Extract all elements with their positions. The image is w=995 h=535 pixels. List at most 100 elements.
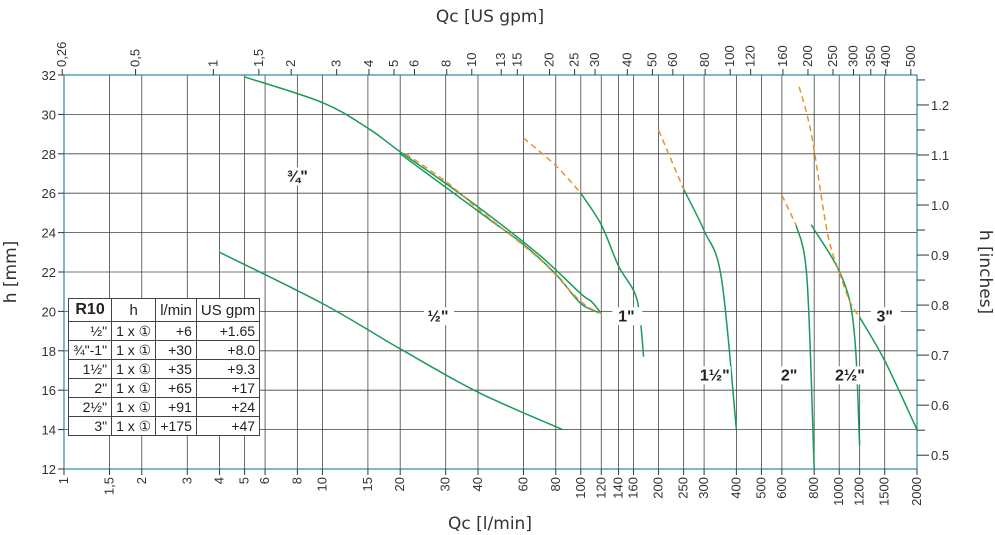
series-curve — [244, 76, 602, 314]
top-tick-label: 80 — [697, 53, 712, 67]
curve-label-bg — [870, 307, 901, 326]
bottom-tick-label: 80 — [548, 477, 563, 491]
bottom-tick-label: 300 — [696, 477, 711, 499]
bottom-tick-label: 600 — [774, 477, 789, 499]
top-tick-label: 300 — [845, 45, 860, 67]
bottom-tick-label: 30 — [438, 477, 453, 491]
top-tick-label: 2 — [283, 60, 298, 67]
curve-label: ½" — [427, 308, 448, 325]
curve-label-bg — [423, 307, 454, 326]
table-cell: 1 x ① — [111, 416, 157, 436]
table-cell: 1 x ① — [111, 359, 157, 379]
left-tick-label: 28 — [42, 147, 56, 162]
bottom-tick-label: 6 — [257, 477, 272, 484]
table-row: 3" 1 x ① +175 +47 — [67, 416, 261, 436]
right-tick-label: 1.1 — [931, 148, 949, 163]
top-tick-label: 10 — [464, 53, 479, 67]
top-tick-label: 30 — [587, 53, 602, 67]
right-tick-label: 0.7 — [931, 348, 949, 363]
series-curve — [682, 188, 738, 430]
top-tick-label: 4 — [361, 60, 376, 67]
curve-label: 3" — [876, 308, 892, 325]
table-cell: +175 — [155, 416, 197, 436]
curve-label-bg — [775, 366, 806, 385]
table-cell: +9.3 — [195, 359, 261, 379]
left-tick-label: 14 — [42, 423, 56, 438]
table-cell: +6 — [155, 321, 197, 341]
bottom-tick-label: 10 — [314, 477, 329, 491]
top-tick-label: 100 — [722, 45, 737, 67]
left-tick-label: 18 — [42, 344, 56, 359]
bottom-tick-label: 40 — [470, 477, 485, 491]
table-cell: 1 x ① — [111, 378, 157, 398]
bottom-tick-label: 1000 — [831, 477, 846, 506]
r10-table-header-row: R10 h l/min US gpm — [67, 298, 261, 322]
r10-header: R10 — [67, 298, 113, 322]
table-cell: ¾"-1" — [67, 340, 113, 360]
bottom-tick-label: 8 — [289, 477, 304, 484]
right-tick-label: 1.2 — [931, 98, 949, 113]
series-curve — [810, 224, 861, 446]
bottom-tick-label: 800 — [806, 477, 821, 499]
top-tick-label: 60 — [665, 53, 680, 67]
series-curve — [580, 192, 645, 357]
bottom-tick-label: 60 — [515, 477, 530, 491]
left-tick-label: 26 — [42, 186, 56, 201]
table-cell: ½" — [67, 321, 113, 341]
top-tick-label: 400 — [878, 45, 893, 67]
table-cell: +91 — [155, 397, 197, 417]
table-cell: 2½" — [67, 397, 113, 417]
curve-label: ¾" — [287, 168, 308, 185]
curve-label: 1½" — [700, 367, 730, 384]
dashed-curve — [781, 194, 797, 226]
top-tick-label: 0,5 — [128, 49, 143, 67]
y-axis-right-title: h [inches] — [975, 230, 995, 314]
bottom-tick-label: 140 — [611, 477, 626, 499]
top-tick-label: 25 — [567, 53, 582, 67]
bottom-tick-label: 120 — [593, 477, 608, 499]
bottom-tick-label: 15 — [360, 477, 375, 491]
curve-label-bg — [835, 366, 866, 385]
lmin-header: l/min — [155, 298, 197, 322]
top-tick-label: 5 — [386, 60, 401, 67]
table-cell: 1 x ① — [111, 340, 157, 360]
curve-label: 1" — [618, 308, 634, 325]
right-tick-label: 0.8 — [931, 298, 949, 313]
table-cell: +30 — [155, 340, 197, 360]
dashed-curve — [522, 137, 582, 194]
table-cell: 1½" — [67, 359, 113, 379]
x-axis-top-title: Qc [US gpm] — [436, 7, 544, 27]
table-cell: 1 x ① — [111, 397, 157, 417]
bottom-tick-label: 2 — [134, 477, 149, 484]
table-cell: +35 — [155, 359, 197, 379]
right-tick-label: 0.6 — [931, 398, 949, 413]
top-tick-label: 160 — [775, 45, 790, 67]
curve-label-bg — [612, 307, 643, 326]
usgpm-header: US gpm — [195, 298, 261, 322]
bottom-tick-label: 1 — [56, 477, 71, 484]
h-header: h — [111, 298, 157, 322]
bottom-tick-label: 20 — [392, 477, 407, 491]
bottom-tick-label: 3 — [179, 477, 194, 484]
dashed-curve — [405, 153, 602, 315]
left-tick-label: 24 — [42, 226, 56, 241]
top-tick-label: 13 — [493, 53, 508, 67]
y-axis-left-title: h [mm] — [1, 241, 21, 304]
top-tick-label: 3 — [329, 60, 344, 67]
series-layer — [219, 76, 918, 470]
bottom-tick-label: 1,5 — [102, 477, 117, 495]
x-axis-bottom-title: Qc [l/min] — [448, 514, 532, 534]
right-tick-labels: 0.5 0.6 0.7 0.8 0.9 1.0 1.1 1.2 — [917, 79, 949, 463]
left-tick-label: 12 — [42, 462, 56, 477]
bottom-tick-label: 4 — [212, 477, 227, 484]
table-cell: 3" — [67, 416, 113, 436]
table-cell: +1.65 — [195, 321, 261, 341]
top-tick-label: 250 — [825, 45, 840, 67]
series-curve — [399, 153, 602, 315]
bottom-tick-label: 2000 — [909, 477, 924, 506]
bottom-tick-label: 500 — [753, 477, 768, 499]
left-tick-label: 16 — [42, 383, 56, 398]
curve-label-bg — [700, 366, 731, 385]
bottom-tick-label: 200 — [651, 477, 666, 499]
